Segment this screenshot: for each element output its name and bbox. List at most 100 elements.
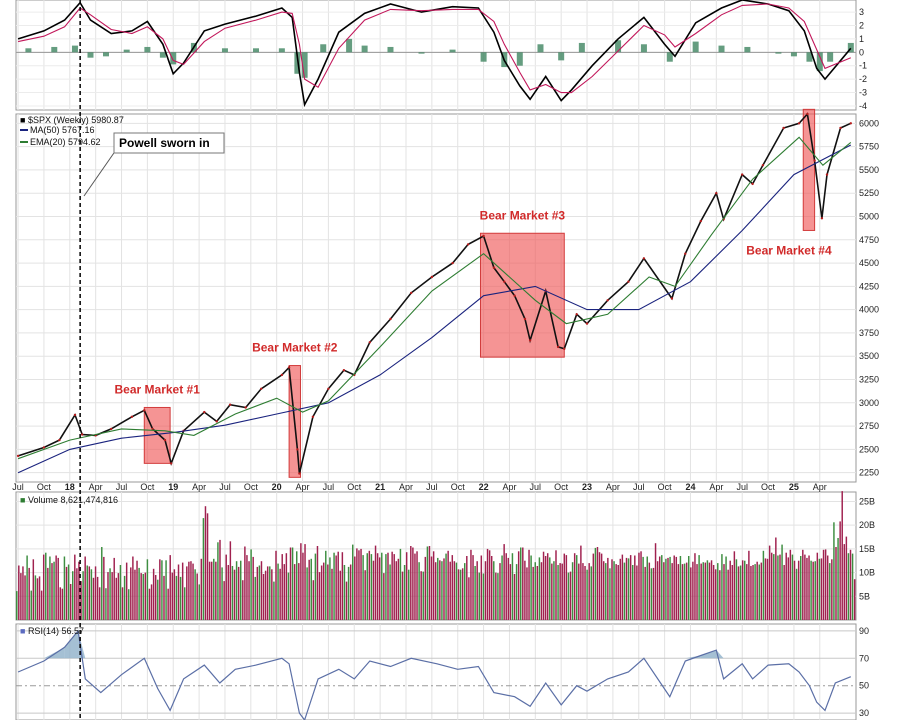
price-point	[170, 462, 173, 465]
volume-bar	[679, 556, 682, 620]
volume-bar	[725, 556, 727, 620]
ma50-legend-label: MA(50) 5767.16	[30, 125, 95, 135]
volume-bar	[480, 555, 483, 620]
macd-histogram-bar	[253, 48, 259, 53]
volume-bar	[370, 554, 373, 620]
volume-bar	[16, 591, 18, 620]
volume-bar	[322, 562, 325, 620]
price-point	[741, 173, 744, 176]
volume-bar	[702, 562, 704, 620]
spx-legend-label: $SPX (Weekly) 5980.87	[28, 115, 124, 125]
macd-y-tick-label: -1	[859, 61, 867, 71]
volume-bar	[685, 562, 688, 620]
volume-bar	[84, 556, 86, 620]
macd-histogram-bar	[170, 52, 177, 65]
volume-bar	[49, 556, 51, 620]
volume-bar	[793, 560, 796, 620]
callout-pointer	[83, 149, 117, 197]
volume-legend-label: Volume 8,621,474,816	[28, 495, 118, 505]
volume-bar	[287, 572, 290, 620]
volume-bar	[833, 522, 835, 620]
volume-bar	[482, 573, 485, 620]
volume-bar	[486, 548, 489, 620]
volume-bar	[258, 565, 261, 620]
price-point	[296, 448, 299, 451]
volume-bar	[202, 518, 205, 620]
volume-bar	[748, 550, 750, 620]
volume-bar	[565, 555, 568, 620]
volume-bar	[235, 561, 238, 620]
volume-bar	[576, 555, 578, 620]
volume-bar	[434, 562, 437, 620]
volume-bar	[692, 561, 694, 620]
volume-bar	[38, 576, 41, 620]
price-point	[513, 294, 516, 297]
volume-bar	[816, 552, 819, 620]
volume-bar	[571, 562, 574, 620]
volume-bar	[177, 564, 180, 620]
volume-bar	[248, 561, 250, 620]
volume-bar	[598, 552, 601, 620]
volume-bar	[611, 559, 613, 620]
volume-bar	[569, 571, 572, 620]
rsi-legend: ■ RSI(14) 56.57	[20, 626, 84, 636]
volume-bar	[602, 561, 605, 620]
price-y-tick-label: 6000	[859, 118, 879, 128]
price-point	[389, 317, 392, 321]
volume-bar	[737, 566, 740, 620]
volume-bar	[594, 547, 597, 620]
volume-bar	[101, 547, 103, 620]
x-tick-label: Oct	[554, 482, 569, 492]
volume-bar	[217, 542, 219, 620]
volume-bar	[103, 556, 105, 620]
x-tick-label: 24	[685, 482, 695, 492]
volume-bar	[530, 555, 532, 620]
volume-bar	[134, 569, 136, 620]
volume-bar	[563, 553, 566, 620]
volume-bar	[493, 561, 495, 620]
volume-bar	[781, 544, 783, 620]
volume-bar	[656, 561, 659, 620]
volume-bar	[613, 561, 615, 620]
volume-bar	[445, 553, 447, 620]
volume-bar	[677, 564, 680, 620]
x-tick-label: Jul	[426, 482, 438, 492]
volume-bar	[105, 588, 107, 620]
volume-bar	[86, 565, 88, 620]
volume-bar	[588, 563, 590, 620]
rsi-y-tick-label: 70	[859, 653, 869, 663]
price-point	[244, 406, 247, 409]
volume-bar	[847, 553, 850, 620]
volume-bar	[412, 547, 414, 620]
macd-y-tick-label: 2	[859, 20, 864, 30]
volume-bar	[609, 568, 611, 620]
volume-bar	[269, 566, 271, 620]
volume-bar	[352, 544, 354, 620]
volume-bar	[186, 566, 188, 620]
price-y-tick-label: 5750	[859, 142, 879, 152]
volume-bar	[617, 565, 619, 620]
macd-histogram-bar	[361, 45, 368, 53]
volume-bar	[22, 566, 24, 620]
price-point	[260, 387, 263, 390]
price-point	[699, 219, 702, 223]
volume-bar	[242, 580, 244, 620]
price-point	[825, 173, 829, 176]
volume-bar	[424, 556, 427, 620]
x-tick-label: 20	[272, 482, 282, 492]
price-point	[151, 427, 154, 431]
volume-bar	[98, 587, 101, 620]
volume-bar	[756, 561, 758, 620]
volume-bar	[364, 570, 366, 620]
volume-bar	[115, 577, 118, 620]
volume-bar	[173, 569, 176, 620]
volume-bar	[223, 581, 225, 620]
volume-bar	[148, 588, 151, 620]
price-point	[327, 387, 330, 390]
price-point	[143, 409, 146, 412]
volume-bar	[368, 550, 371, 620]
price-point	[298, 472, 301, 475]
macd-histogram-bar	[480, 52, 487, 62]
price-point	[311, 415, 315, 418]
volume-bar	[443, 558, 445, 620]
